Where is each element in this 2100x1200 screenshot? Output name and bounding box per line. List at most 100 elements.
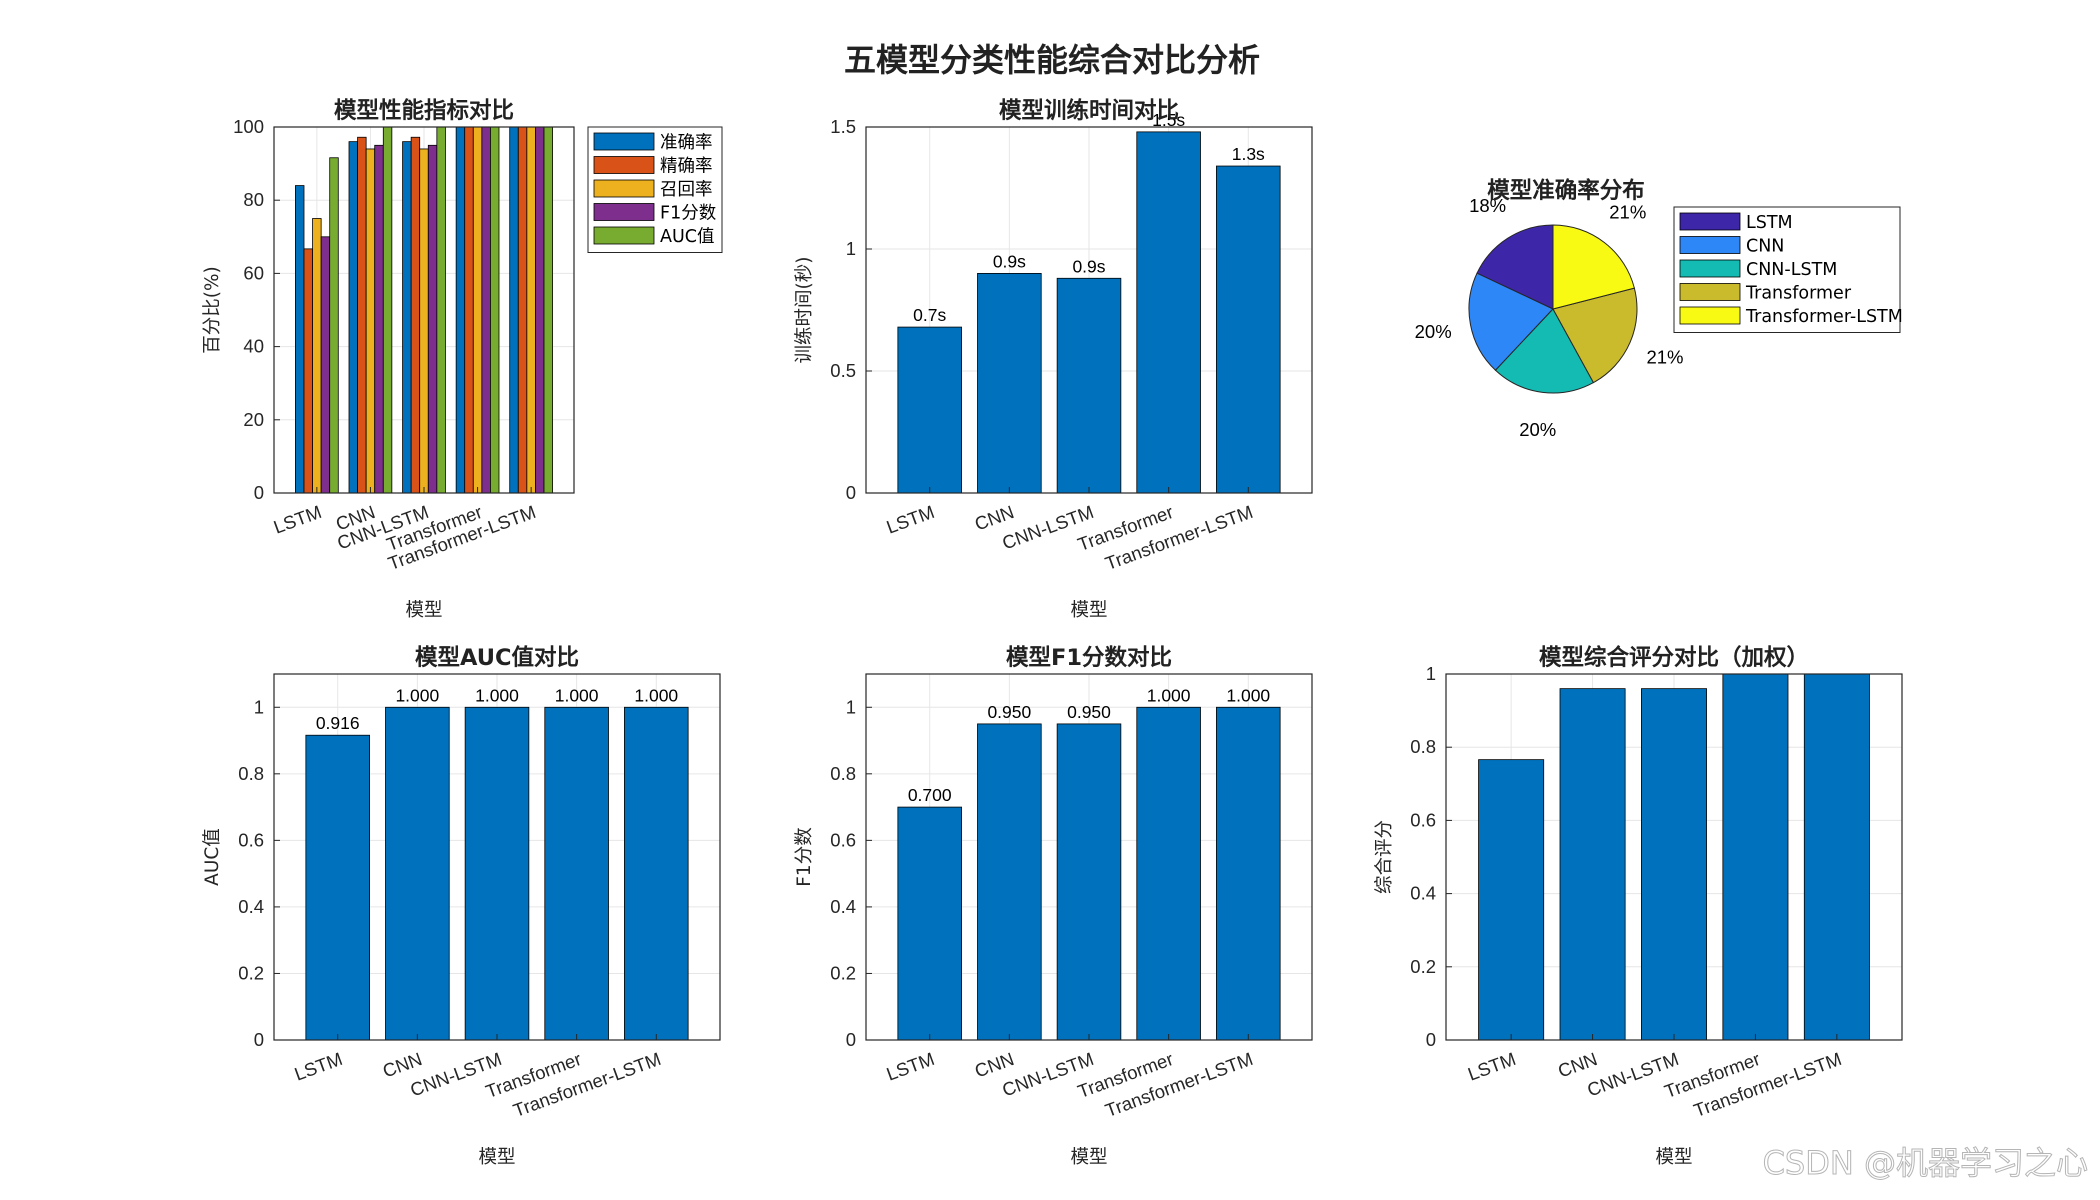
- bar: [305, 734, 370, 1041]
- x-tick-label: LSTM: [884, 501, 938, 538]
- y-tick-label: 0: [1426, 1029, 1436, 1050]
- bar: [427, 144, 438, 494]
- data-label: 0.916: [316, 713, 360, 733]
- bar: [977, 272, 1042, 494]
- bar: [977, 723, 1042, 1041]
- x-axis-label: 模型: [1070, 1147, 1107, 1168]
- bar-plot-3: 0.916 1.000 1.000 1.000 1.000 0 0.2 0.4 0.6 0.8 1 L…: [202, 644, 721, 1168]
- data-label: 1.000: [395, 685, 439, 705]
- bar: [464, 706, 530, 1041]
- legend-swatch: [593, 132, 655, 151]
- y-tick-label: 0.4: [238, 896, 264, 917]
- y-tick-label: 0: [254, 1029, 264, 1050]
- y-tick-label: 20: [243, 409, 264, 430]
- y-tick-label: 0.5: [830, 360, 856, 381]
- legend-label: CNN: [1746, 237, 1784, 257]
- y-tick-label: 0.2: [238, 962, 264, 983]
- legend-label: Transformer: [1745, 284, 1852, 304]
- legend-swatch: [593, 203, 655, 221]
- bar: [320, 236, 331, 494]
- bar: [1641, 688, 1707, 1041]
- legend-label: 召回率: [660, 180, 713, 200]
- y-tick-label: 40: [243, 336, 264, 357]
- pie-slice: [1552, 287, 1638, 384]
- bar: [464, 126, 474, 494]
- data-label: 0.7s: [913, 305, 946, 325]
- bar: [897, 326, 962, 494]
- bar: [1559, 688, 1626, 1041]
- bar: [472, 126, 483, 494]
- pie-percent-label: 21%: [1609, 202, 1646, 223]
- plot-title: 模型F1分数对比: [1006, 645, 1172, 671]
- y-tick-label: 100: [233, 116, 264, 137]
- pie-slice: [1552, 224, 1635, 310]
- data-label: 1.3s: [1232, 144, 1265, 164]
- pie-plot: 18%20%20%21%21%模型准确率分布LSTMCNNCNN-LSTMTra…: [1415, 177, 1903, 440]
- bar: [1056, 277, 1122, 494]
- data-label: 1.000: [555, 685, 599, 705]
- bar: [382, 126, 393, 494]
- y-tick-label: 1: [1426, 663, 1436, 684]
- y-tick-label: 0.2: [1410, 956, 1436, 977]
- bar: [509, 126, 519, 494]
- bar: [1136, 706, 1201, 1041]
- y-tick-label: 1: [254, 696, 264, 717]
- y-axis-label: AUC值: [202, 828, 223, 886]
- legend-label: 精确率: [660, 157, 713, 177]
- data-label: 1.000: [475, 685, 519, 705]
- bar: [410, 136, 421, 494]
- bar: [1136, 131, 1201, 494]
- x-tick-label: LSTM: [271, 501, 325, 538]
- y-tick-label: 0.6: [1410, 809, 1436, 830]
- legend-swatch: [593, 226, 655, 245]
- y-tick-label: 0.6: [238, 829, 264, 850]
- bar: [1722, 673, 1789, 1041]
- data-label: 0.9s: [993, 251, 1026, 271]
- legend-swatch: [593, 179, 655, 198]
- x-axis-label: 模型: [405, 600, 442, 621]
- data-label: 0.950: [987, 702, 1031, 722]
- bar: [897, 806, 962, 1041]
- legend-label: CNN-LSTM: [1746, 260, 1837, 280]
- bar: [455, 126, 466, 494]
- plot-title: 模型训练时间对比: [999, 97, 1179, 124]
- y-tick-label: 1: [846, 696, 856, 717]
- plot-title: 模型准确率分布: [1487, 177, 1645, 204]
- y-axis-label: 训练时间(秒): [794, 257, 815, 364]
- pie-percent-label: 20%: [1415, 321, 1452, 342]
- y-tick-label: 0.4: [1410, 883, 1436, 904]
- bar: [329, 157, 339, 494]
- legend-label: AUC值: [660, 227, 715, 247]
- y-tick-label: 0.4: [830, 896, 856, 917]
- y-tick-label: 0.8: [238, 763, 264, 784]
- pie-slice: [1476, 224, 1554, 310]
- x-tick-label: LSTM: [292, 1048, 346, 1085]
- bar: [374, 144, 384, 494]
- y-tick-label: 1.5: [830, 116, 856, 137]
- y-axis-label: 综合评分: [1374, 820, 1395, 894]
- bar: [348, 141, 358, 494]
- bar: [419, 148, 429, 494]
- bar: [1478, 759, 1545, 1041]
- legend-label: Transformer-LSTM: [1745, 307, 1903, 327]
- data-label: 1.5s: [1152, 110, 1185, 130]
- bar: [535, 126, 545, 494]
- bar: [312, 218, 322, 494]
- bar: [303, 248, 313, 494]
- pie-percent-label: 20%: [1519, 419, 1556, 440]
- data-label: 1.000: [1226, 685, 1270, 705]
- y-tick-label: 80: [243, 189, 264, 210]
- data-label: 0.700: [908, 785, 952, 805]
- bar: [624, 706, 689, 1041]
- bar-plot-4: 0.700 0.950 0.950 1.000 1.000 0 0.2 0.4 0.6 0.8 1 L…: [794, 645, 1313, 1168]
- y-axis-label: 百分比(%): [202, 266, 223, 354]
- bar: [1216, 706, 1281, 1041]
- pie-slice: [1468, 272, 1554, 371]
- bar: [1056, 723, 1122, 1041]
- bar: [517, 126, 528, 494]
- pie-percent-label: 21%: [1646, 346, 1683, 367]
- y-axis-label: F1分数: [794, 827, 815, 886]
- bar: [526, 126, 536, 494]
- watermark: CSDN @机器学习之心: [1763, 1144, 2088, 1182]
